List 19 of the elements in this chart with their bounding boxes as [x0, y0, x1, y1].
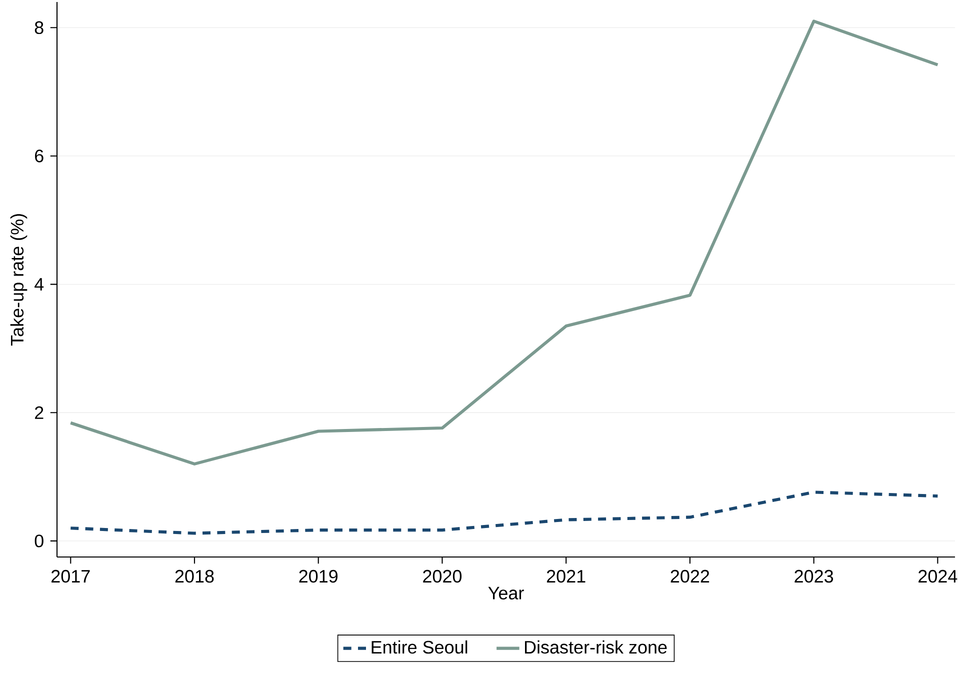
x-tick-label: 2018 — [175, 570, 214, 583]
line-series — [69, 490, 940, 535]
y-tick-label: 8 — [34, 21, 44, 34]
x-tick-label: 2017 — [52, 570, 90, 583]
x-axis-title: Year — [488, 586, 524, 600]
x-tick-label: 2023 — [794, 570, 834, 583]
y-tick-label: 0 — [34, 534, 44, 548]
x-tick-label: 2019 — [299, 570, 338, 583]
legend-label: Entire Seoul — [372, 640, 468, 654]
y-tick-label: 4 — [34, 278, 44, 290]
y-tick-label: 6 — [35, 150, 44, 162]
y-axis-title: Take-up rate (%) — [10, 214, 28, 346]
x-tick-label: 2024 — [918, 570, 958, 583]
line-series — [69, 20, 940, 466]
x-tick-label: 2022 — [670, 570, 710, 583]
x-tick-label: 2021 — [546, 570, 586, 583]
y-tick-label: 2 — [35, 406, 44, 419]
legend-label: Disaster-risk zone — [525, 640, 667, 654]
x-tick-label: 2020 — [423, 570, 462, 583]
